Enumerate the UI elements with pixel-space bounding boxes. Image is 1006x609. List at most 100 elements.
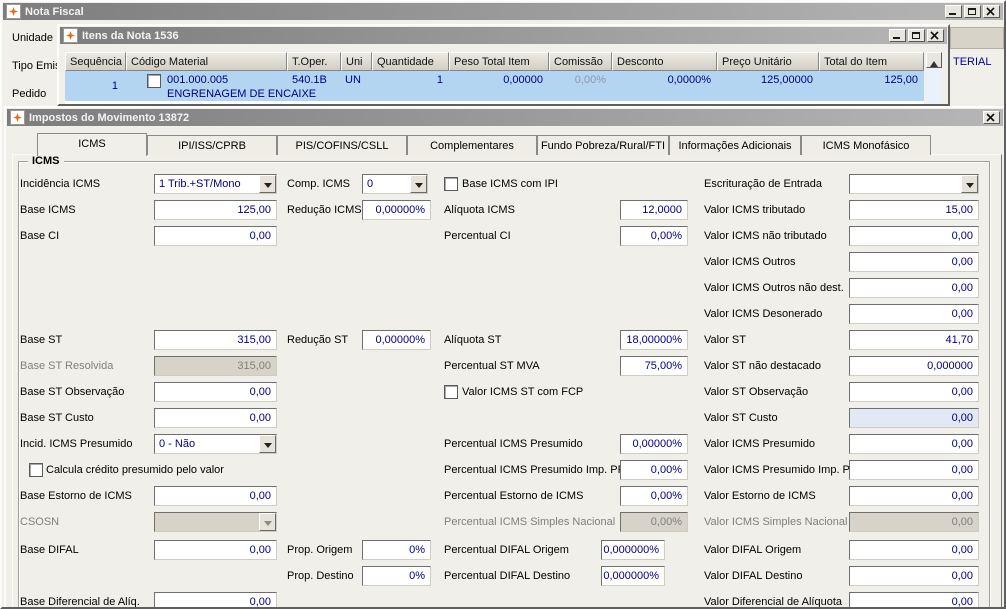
tipo-emissao-label: Tipo Emis [12, 60, 58, 72]
window-title: Impostos do Movimento 13872 [29, 111, 190, 124]
tab-complementares[interactable]: Complementares [407, 135, 537, 155]
row-checkbox[interactable] [147, 74, 161, 88]
minimize-button[interactable] [945, 5, 962, 18]
impostos-window: Impostos do Movimento 13872 ICMS IPI/ISS… [4, 106, 1004, 607]
minimize-icon [949, 13, 956, 15]
base-st-custo-input[interactable]: 0,00 [154, 408, 277, 428]
field-label: Percentual DIFAL Origem [444, 544, 569, 556]
column-header[interactable]: T.Oper. [287, 52, 341, 71]
percentual-difal-origem-input[interactable]: 0,000000% [601, 540, 665, 560]
close-button[interactable] [927, 29, 944, 42]
scrollbar-track[interactable] [926, 68, 942, 104]
unidade-label: Unidade [12, 32, 53, 44]
valor-difal-destino-input[interactable]: 0,00 [849, 566, 979, 586]
close-button[interactable] [983, 5, 1000, 18]
dropdown-arrow-icon[interactable] [410, 175, 427, 193]
itens-da-nota-window: Itens da Nota 1536 Sequência Código Mate… [57, 24, 950, 106]
app-icon [10, 110, 25, 125]
calcula-credito-checkbox[interactable] [29, 463, 43, 477]
percentual-icms-presumido-input[interactable]: 0,00000% [620, 434, 688, 454]
percentual-st-mva-input[interactable]: 75,00% [620, 356, 688, 376]
valor-icms-desonerado-input[interactable]: 0,00 [849, 304, 979, 324]
percentual-ci-input[interactable]: 0,00% [620, 226, 688, 246]
percentual-difal-destino-input[interactable]: 0,000000% [601, 566, 665, 586]
valor-estorno-icms-input[interactable]: 0,00 [849, 486, 979, 506]
base-ci-input[interactable]: 0,00 [154, 226, 277, 246]
valor-icms-tributado-input[interactable]: 15,00 [849, 200, 979, 220]
field-label: Valor ICMS Desonerado [704, 308, 823, 320]
percentual-estorno-icms-input[interactable]: 0,00% [620, 486, 688, 506]
base-diferencial-aliq-input[interactable]: 0,00 [154, 592, 277, 607]
tab-fundo-pobreza[interactable]: Fundo Pobreza/Rural/FTI [537, 135, 669, 155]
valor-icms-outros-nao-dest-input[interactable]: 0,00 [849, 278, 979, 298]
base-st-resolvida-input: 315,00 [154, 356, 277, 376]
dropdown-arrow-icon[interactable] [961, 175, 978, 193]
column-header[interactable]: Peso Total Item [449, 52, 549, 71]
field-label: Base ST [20, 334, 63, 346]
valor-st-custo-input[interactable]: 0,00 [849, 408, 979, 428]
column-header[interactable]: Quantidade [372, 52, 449, 71]
field-label: Valor ICMS Presumido [704, 438, 816, 450]
scroll-up-button[interactable] [926, 52, 942, 68]
valor-icms-presumido-imp-pr-input[interactable]: 0,00 [849, 460, 979, 480]
tab-informacoes-adicionais[interactable]: Informações Adicionais [669, 135, 801, 155]
close-icon [930, 31, 939, 43]
base-st-input[interactable]: 315,00 [154, 330, 277, 350]
column-header[interactable]: Comissão [549, 52, 612, 71]
aliquota-st-input[interactable]: 18,00000% [620, 330, 688, 350]
valor-icms-nao-tributado-input[interactable]: 0,00 [849, 226, 979, 246]
base-icms-com-ipi-checkbox[interactable] [444, 177, 458, 191]
table-row[interactable]: 1 001.000.005 ENGRENAGEM DE ENCAIXE 540.… [65, 71, 924, 101]
valor-icms-st-com-fcp-checkbox[interactable] [444, 385, 458, 399]
incid-icms-presumido-select[interactable]: 0 - Não [154, 434, 277, 454]
comp-icms-select[interactable]: 0 [362, 174, 428, 194]
valor-diferencial-aliquota-input[interactable]: 0,00 [849, 592, 979, 607]
column-header[interactable]: Sequência [65, 52, 126, 71]
base-difal-input[interactable]: 0,00 [154, 540, 277, 560]
maximize-button[interactable] [964, 5, 981, 18]
prop-destino-input[interactable]: 0% [362, 566, 431, 586]
minimize-button[interactable] [889, 29, 906, 42]
valor-difal-origem-input[interactable]: 0,00 [849, 540, 979, 560]
app-icon [63, 28, 78, 43]
escrituracao-entrada-select[interactable] [849, 174, 979, 194]
column-header[interactable]: Uni [341, 52, 372, 71]
field-label: Valor ICMS Presumido Imp. PR [704, 464, 858, 476]
valor-icms-presumido-input[interactable]: 0,00 [849, 434, 979, 454]
base-estorno-icms-input[interactable]: 0,00 [154, 486, 277, 506]
valor-icms-outros-input[interactable]: 0,00 [849, 252, 979, 272]
close-icon [986, 7, 995, 19]
field-label: Incid. ICMS Presumido [20, 438, 133, 450]
tab-pis-cofins-csll[interactable]: PIS/COFINS/CSLL [277, 135, 407, 155]
close-button[interactable] [983, 111, 1000, 124]
field-label: Valor Estorno de ICMS [704, 490, 816, 502]
column-header[interactable]: Código Material [126, 52, 287, 71]
reducao-st-input[interactable]: 0,00000% [362, 330, 431, 350]
checkbox-label: Valor ICMS ST com FCP [462, 386, 584, 398]
column-header[interactable]: Preço Unitário [717, 52, 819, 71]
percentual-icms-presumido-imp-pr-input[interactable]: 0,00% [620, 460, 688, 480]
valor-st-input[interactable]: 41,70 [849, 330, 979, 350]
tab-ipi-iss-cprb[interactable]: IPI/ISS/CPRB [147, 135, 277, 155]
incidencia-icms-select[interactable]: 1 Trib.+ST/Mono [154, 174, 277, 194]
tab-icms[interactable]: ICMS [37, 133, 147, 156]
dropdown-arrow-icon[interactable] [259, 175, 276, 193]
valor-st-nao-destacado-input[interactable]: 0,000000 [849, 356, 979, 376]
aliquota-icms-input[interactable]: 12,0000 [620, 200, 688, 220]
valor-st-observacao-input[interactable]: 0,00 [849, 382, 979, 402]
nota-fiscal-titlebar[interactable]: Nota Fiscal [3, 3, 1003, 20]
reducao-icms-input[interactable]: 0,00000% [362, 200, 431, 220]
prop-origem-input[interactable]: 0% [362, 540, 431, 560]
column-header[interactable]: Desconto [612, 52, 717, 71]
cell-quantidade: 1 [436, 74, 443, 86]
tab-icms-monofasico[interactable]: ICMS Monofásico [801, 135, 931, 155]
field-label: Base ST Resolvida [20, 360, 114, 372]
dropdown-arrow-icon[interactable] [259, 435, 276, 453]
impostos-titlebar[interactable]: Impostos do Movimento 13872 [7, 109, 1003, 126]
base-icms-input[interactable]: 125,00 [154, 200, 277, 220]
column-header[interactable]: Total do Item [819, 52, 924, 71]
maximize-button[interactable] [908, 29, 925, 42]
base-st-observacao-input[interactable]: 0,00 [154, 382, 277, 402]
itens-titlebar[interactable]: Itens da Nota 1536 [60, 27, 947, 44]
